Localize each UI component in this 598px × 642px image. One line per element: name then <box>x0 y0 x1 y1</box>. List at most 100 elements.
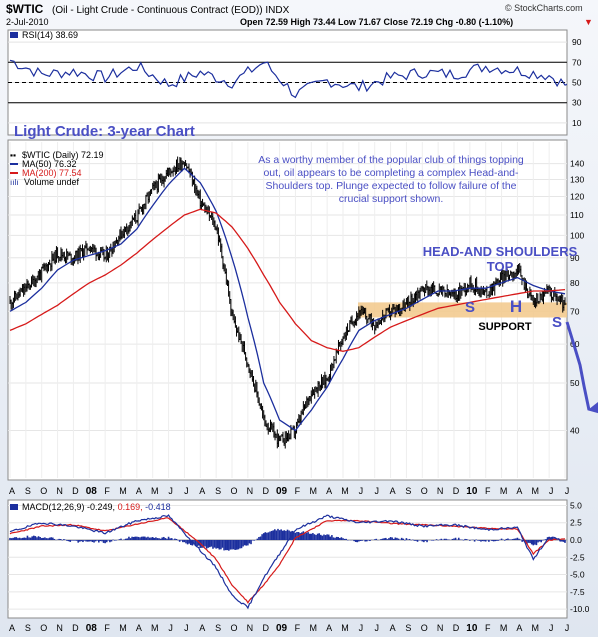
month-label: J <box>359 623 364 633</box>
month-label: J <box>184 623 189 633</box>
rsi-legend-swatch <box>10 32 18 38</box>
price-tick-label: 90 <box>570 253 580 263</box>
description-label: (Oil - Light Crude - Continuous Contract… <box>52 5 290 16</box>
ohlc-label: Open 72.59 High 73.44 Low 71.67 Close 72… <box>240 17 513 27</box>
month-label: J <box>549 486 554 496</box>
ma50-legend: MA(50) 76.32 <box>22 159 77 169</box>
month-label: S <box>405 623 411 633</box>
price-legend: $WTIC (Daily) 72.19 <box>22 150 104 160</box>
price-tick-label: 140 <box>570 159 584 169</box>
month-label: J <box>374 486 379 496</box>
month-label: O <box>230 486 237 496</box>
macd-tick-label: -5.0 <box>570 570 585 580</box>
month-label: M <box>310 486 318 496</box>
price-tick-label: 130 <box>570 174 584 184</box>
rsi-tick-label: 30 <box>572 98 582 108</box>
month-label: 09 <box>276 623 288 634</box>
macd-legend: MACD(12,26,9) -0.249, 0.169, -0.418 <box>22 502 171 512</box>
month-label: A <box>9 486 15 496</box>
month-label: A <box>199 623 205 633</box>
month-label: D <box>453 486 460 496</box>
month-label: F <box>295 623 301 633</box>
plunge-arrow-icon <box>565 321 598 415</box>
month-label: A <box>326 623 332 633</box>
month-label: J <box>565 623 570 633</box>
rsi-line <box>9 59 567 99</box>
price-tick-label: 120 <box>570 192 584 202</box>
month-label: A <box>326 486 332 496</box>
macd-legend-swatch <box>10 504 18 510</box>
month-label: 08 <box>86 623 98 634</box>
price-tick-label: 70 <box>570 306 580 316</box>
ma200-legend: MA(200) 77.54 <box>22 168 82 178</box>
macd-lines <box>9 514 566 610</box>
chart-label: Light Crude: 3-year Chart <box>14 123 195 140</box>
month-label: A <box>516 486 522 496</box>
month-label: M <box>341 623 349 633</box>
month-label: N <box>247 486 254 496</box>
rsi-tick-label: 50 <box>572 78 582 88</box>
left-shoulder-label: S <box>465 299 475 316</box>
brand-label: © StockCharts.com <box>505 3 583 13</box>
macd-line <box>9 514 566 610</box>
volume-legend: Volume undef <box>24 177 80 187</box>
month-label: A <box>136 623 142 633</box>
month-label: M <box>151 486 159 496</box>
ma200-line <box>9 208 566 352</box>
price-tick-label: 40 <box>570 425 580 435</box>
macd-tick-label: 2.5 <box>570 518 582 528</box>
month-label: D <box>72 623 79 633</box>
commentary-line-3: Shoulders top. Plunge expected to follow… <box>266 180 517 192</box>
support-label: SUPPORT <box>478 321 531 333</box>
month-label: O <box>40 486 47 496</box>
price-tick-label: 110 <box>570 210 584 220</box>
month-label: D <box>262 623 269 633</box>
price-lines <box>9 156 567 449</box>
month-label: N <box>56 486 63 496</box>
price-tick-label: 100 <box>570 230 584 240</box>
macd-legend-main: MACD(12,26,9) -0.249, <box>22 502 115 512</box>
month-label: J <box>359 486 364 496</box>
month-label: M <box>500 623 508 633</box>
month-label: 10 <box>466 623 478 634</box>
macd-tick-label: 0.0 <box>570 535 582 545</box>
month-label: A <box>516 623 522 633</box>
month-label: M <box>532 623 540 633</box>
rsi-ticks: 10 30 50 70 90 <box>572 37 582 128</box>
month-label: J <box>565 486 570 496</box>
month-label: M <box>151 623 159 633</box>
month-label: A <box>390 486 396 496</box>
month-label: O <box>421 623 428 633</box>
rsi-panel: 10 30 50 70 90 RSI(14) 38.69 <box>7 29 582 136</box>
month-label: J <box>374 623 379 633</box>
month-label: D <box>453 623 460 633</box>
month-label: S <box>215 486 221 496</box>
month-label: F <box>485 623 491 633</box>
commentary-line-4: crucial support shown. <box>339 193 443 205</box>
month-label: M <box>119 486 127 496</box>
month-label: M <box>341 486 349 496</box>
month-label: F <box>104 623 110 633</box>
price-tick-label: 80 <box>570 278 580 288</box>
price-tick-label: 50 <box>570 378 580 388</box>
rsi-tick-label: 10 <box>572 118 582 128</box>
macd-ticks: 5.0 2.5 0.0 -2.5 -5.0 -7.5 -10.0 <box>570 500 590 614</box>
commentary-line-1: As a worthy member of the popular club o… <box>258 154 524 166</box>
commentary: As a worthy member of the popular club o… <box>258 154 524 205</box>
month-label: D <box>72 486 79 496</box>
macd-legend-hist: -0.418 <box>145 502 171 512</box>
month-label: O <box>421 486 428 496</box>
head-label: H <box>510 297 522 316</box>
rsi-legend: RSI(14) 38.69 <box>22 30 78 40</box>
month-label: A <box>390 623 396 633</box>
pattern-title-line-1: HEAD-AND SHOULDERS <box>423 244 578 259</box>
macd-tick-label: -7.5 <box>570 587 585 597</box>
symbol-label: $WTIC <box>6 2 44 16</box>
rsi-tick-label: 70 <box>572 57 582 67</box>
month-label: J <box>168 486 173 496</box>
macd-panel-bg <box>7 499 568 619</box>
month-label: F <box>485 486 491 496</box>
